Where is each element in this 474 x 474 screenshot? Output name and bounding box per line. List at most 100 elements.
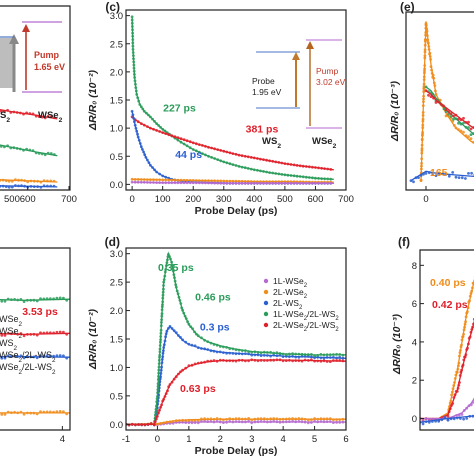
plot-area xyxy=(420,275,474,426)
y-tick-label: 2.5 xyxy=(110,278,123,289)
legend-marker xyxy=(263,322,269,328)
y-tick-label: 2.0 xyxy=(110,306,123,317)
data-point-s3 xyxy=(462,417,465,421)
legend-marker xyxy=(263,300,269,306)
legend-entry: 1L-WSe2 xyxy=(0,314,23,328)
pump-arrowhead xyxy=(306,41,314,49)
plot-area xyxy=(130,15,334,185)
data-point-s3 xyxy=(454,175,458,179)
data-point-s2 xyxy=(467,120,470,124)
x-tick-label: 4 xyxy=(280,434,285,445)
data-point-s3 xyxy=(447,174,451,178)
annotation-label: 0.42 ps xyxy=(432,299,468,311)
y-tick-label: 3.0 xyxy=(110,249,123,260)
axes-frame xyxy=(125,9,347,191)
plot-area xyxy=(126,251,346,427)
legend-entry: 2L-WSe2 xyxy=(273,287,307,300)
legend-entry: 2L-WSe2/2L-WS2 xyxy=(0,362,56,376)
y-tick-label: 1.0 xyxy=(110,124,123,135)
data-point-s1 xyxy=(467,126,470,129)
data-point-s1 xyxy=(452,117,455,121)
x-tick-label: 2 xyxy=(218,434,223,445)
data-point-s0 xyxy=(462,130,465,134)
material-label: WS2 xyxy=(262,136,281,150)
pump-label: Pump xyxy=(316,66,338,76)
axes-frame xyxy=(405,11,474,191)
y-tick-label: 8 xyxy=(412,261,417,272)
x-tick-label: 4 xyxy=(60,434,65,445)
data-point-s2 xyxy=(444,108,448,112)
probe-arrowhead xyxy=(9,34,19,44)
series-line-2 xyxy=(0,355,70,358)
y-tick-label: 0.5 xyxy=(110,391,123,402)
series-line-3 xyxy=(410,170,474,182)
x-tick-label: 700 xyxy=(61,194,77,205)
data-point-s3 xyxy=(0,413,4,416)
legend-entry: 1L-WSe2/2L-WS2 xyxy=(273,309,339,322)
y-axis-label: ΔR/R₀ (10⁻³) xyxy=(389,81,401,142)
panel-label: (e) xyxy=(400,0,415,14)
data-point-s3 xyxy=(457,176,461,180)
data-point-s2 xyxy=(460,413,464,416)
x-axis-label: Probe Delay (ps) xyxy=(195,205,278,217)
series-line-1 xyxy=(0,144,58,157)
data-point-s2 xyxy=(452,114,455,118)
data-point-s1 xyxy=(0,334,4,337)
legend-entry: 2L-WS2 xyxy=(273,298,302,311)
data-point-s2 xyxy=(457,117,460,121)
series-line-0 xyxy=(131,16,334,180)
data-point-s0 xyxy=(0,299,4,303)
data-point-s3 xyxy=(465,417,469,420)
panel-label: (d) xyxy=(105,235,120,249)
x-tick-label: 6 xyxy=(343,434,348,445)
probe-energy: 1.95 eV xyxy=(252,87,282,97)
data-point-s3 xyxy=(446,418,450,422)
annotation-label: 0.46 ps xyxy=(195,291,231,303)
legend-entry: 2L-WSe2 xyxy=(0,326,23,340)
annotation-label: 0.63 ps xyxy=(180,383,216,395)
series-line-3 xyxy=(132,178,334,183)
annotation-label: 44 ps xyxy=(175,149,202,161)
annotation-label: 0.3 ps xyxy=(200,321,230,333)
data-point-s3 xyxy=(460,176,464,180)
y-tick-label: 4 xyxy=(412,337,417,348)
legend-entry: 2L-WSe2/2L-WS2 xyxy=(273,320,339,333)
series-line-4 xyxy=(132,181,334,184)
x-tick-label: 600 xyxy=(308,194,324,205)
data-point-s3 xyxy=(470,171,473,175)
series-line-2 xyxy=(126,325,346,425)
series-line-1 xyxy=(131,116,334,171)
material-label: WSe2 xyxy=(312,136,337,150)
data-point-s0 xyxy=(58,296,62,300)
data-point-s3 xyxy=(467,172,470,175)
series-line-0 xyxy=(0,109,58,120)
x-tick-label: 400 xyxy=(246,194,262,205)
y-tick-label: 1.5 xyxy=(110,335,123,346)
x-tick-label: 1 xyxy=(186,434,191,445)
legend-marker xyxy=(263,278,269,284)
panel-left-bottom-cropped: 343.53 ps1L-WSe22L-WSe22L-WS21L-WSe2/2L-… xyxy=(0,247,71,445)
x-tick-label: 700 xyxy=(338,194,354,205)
panel-e-cropped: (e) ΔR/R₀ (10⁻³) 0 165 xyxy=(389,0,474,205)
panel-d: -1 0 1 2 3 4 5 6 0.0 0.5 1.0 1.5 2.0 2.5 3.0 Probe Dela… xyxy=(87,235,349,457)
data-point-s2 xyxy=(447,110,450,114)
pump-label: Pump xyxy=(34,50,60,60)
axes-frame xyxy=(0,247,71,431)
legend-entry: 2L-WS2 xyxy=(0,338,18,352)
plot-area xyxy=(409,21,474,184)
data-point-s2 xyxy=(469,127,473,131)
y-tick-label: 1.0 xyxy=(110,363,123,374)
panel-label: (f) xyxy=(398,235,410,249)
x-tick-label: 100 xyxy=(155,194,171,205)
y-tick-label: 0.0 xyxy=(110,420,123,431)
y-axis-label: ΔR/R₀ (10⁻³) xyxy=(391,314,403,375)
series-line-1 xyxy=(126,418,346,425)
material-label: S2 xyxy=(0,110,10,124)
series-line-2 xyxy=(420,397,474,420)
pump-energy: 3.02 eV xyxy=(316,77,346,87)
series-line-2 xyxy=(0,179,58,183)
data-point-s1 xyxy=(447,112,450,116)
axes-frame xyxy=(125,247,347,431)
data-point-s1 xyxy=(469,133,473,137)
panel-c: 0 100 200 300 400 500 600 700 0.0 0.5 1.0 1.5 2.0 2.5… xyxy=(87,0,354,217)
